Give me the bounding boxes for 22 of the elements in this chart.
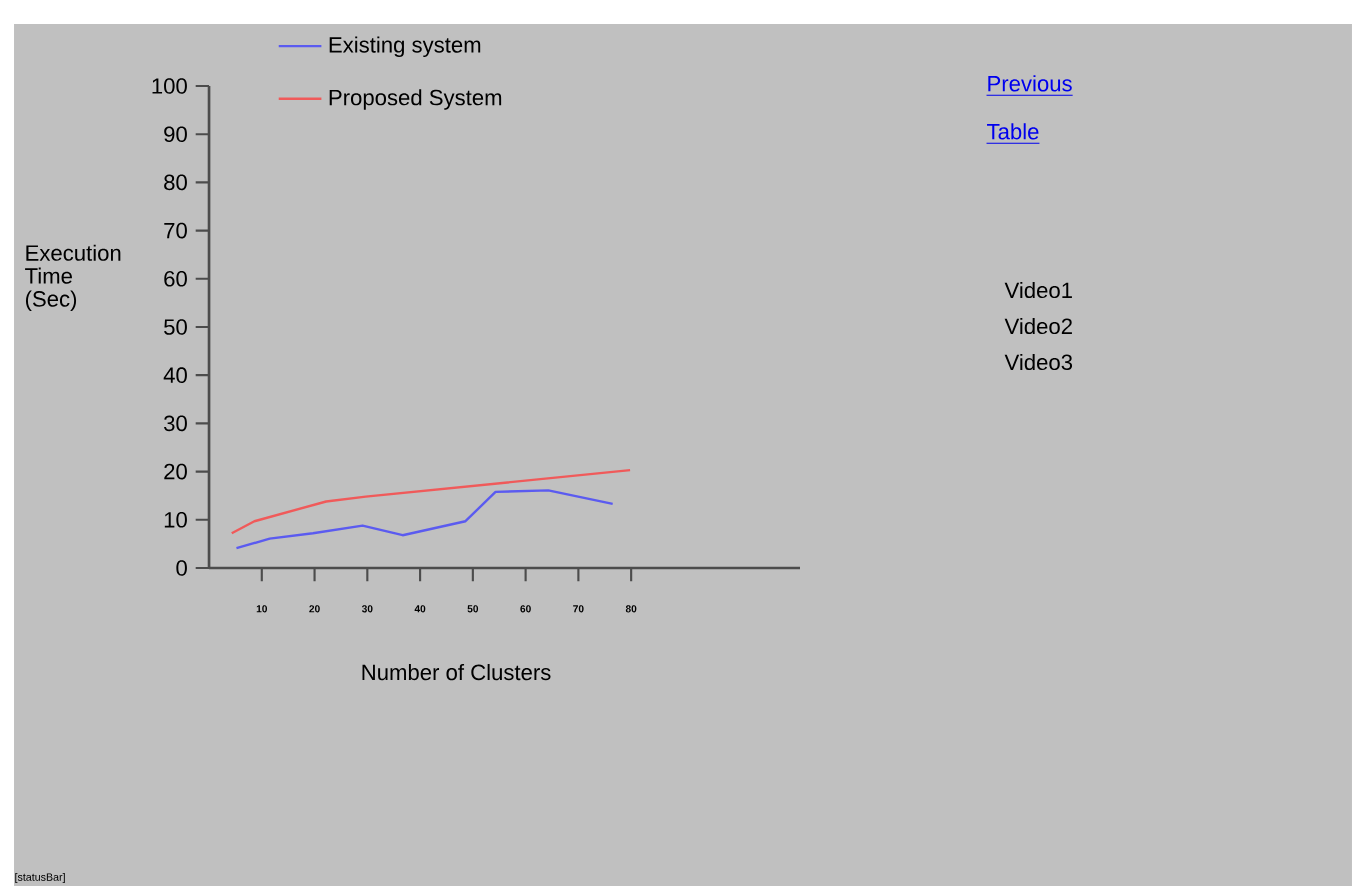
text: Table (987, 123, 1039, 140)
x-axis-title: Number of Clusters (362, 663, 551, 681)
line-series (235, 489, 614, 550)
line-series (230, 468, 632, 535)
y-tick-label: 10 (164, 511, 187, 528)
y-tick-label: 80 (164, 174, 187, 191)
y-tick-label: 70 (164, 222, 187, 239)
y-tick-label: 100 (152, 78, 187, 94)
y-tick-label: 60 (164, 270, 187, 287)
y-tick-label: 0 (176, 560, 187, 576)
y-tick-label: 50 (164, 319, 187, 335)
legend-label: Existing system (329, 36, 481, 58)
text: Video3 (1004, 353, 1073, 371)
y-tick-label: 90 (164, 126, 187, 143)
y-tick-label: 30 (164, 415, 187, 432)
legend-label: Proposed System (329, 89, 502, 110)
y-axis-title: Execution Time (Sec) (25, 244, 121, 312)
y-tick-label: 40 (163, 367, 187, 384)
y-tick-label: 20 (164, 463, 187, 480)
text: Previous (988, 75, 1072, 92)
text: Video2 (1004, 317, 1072, 335)
text: Video1 (1004, 281, 1072, 299)
